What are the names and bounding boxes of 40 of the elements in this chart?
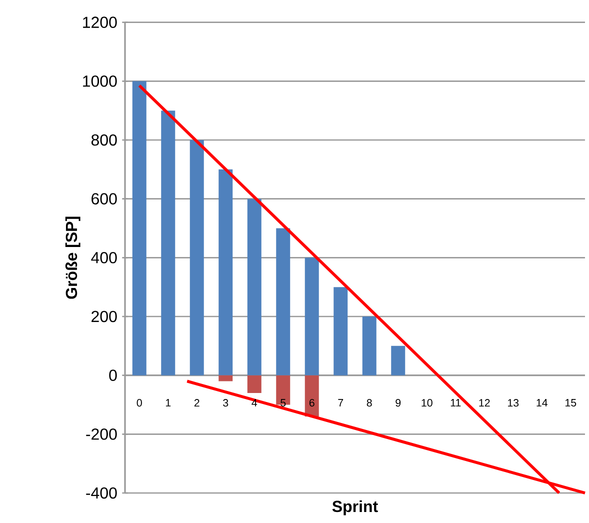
y-tick-label: -400 [86,487,117,499]
x-tick-label: 0 [136,399,142,407]
x-tick-label: 13 [508,399,519,407]
x-tick-label: 2 [194,399,200,406]
x-axis-title: Sprint [332,500,378,516]
x-tick-label: 14 [536,399,548,406]
bar [247,198,262,376]
x-tick-label: 6 [309,399,314,407]
y-tick-label: 800 [91,134,117,146]
x-tick-label: 9 [396,399,401,407]
x-tick-label: 7 [338,399,344,406]
bar [362,316,376,376]
x-tick-label: 5 [280,399,286,406]
bar [161,110,176,376]
bar [132,81,146,376]
x-tick-label: 15 [566,399,576,406]
y-tick-label: 1200 [83,16,117,28]
x-tick-label: 11 [450,399,461,406]
x-tick-label: 1 [166,399,171,406]
y-tick-label: 200 [92,310,117,322]
bar [190,140,204,376]
y-tick-label: 1000 [83,75,117,87]
bar [247,375,262,393]
x-tick-label: 10 [422,399,432,407]
x-tick-label: 12 [479,399,490,406]
bar [218,169,233,376]
y-tick-label: -200 [86,428,117,440]
bar [304,375,319,416]
x-tick-label: 3 [223,399,228,407]
bar [276,228,290,376]
y-tick-label: 600 [92,193,117,204]
bar [218,375,233,382]
bar [334,287,348,376]
y-axis-title: Größe [SP] [65,216,80,299]
y-tick-label: 0 [109,370,117,381]
bar [304,258,319,376]
bar [391,346,406,376]
bar [276,375,290,405]
x-tick-label: 8 [366,399,372,407]
y-tick-label: 400 [91,252,117,264]
